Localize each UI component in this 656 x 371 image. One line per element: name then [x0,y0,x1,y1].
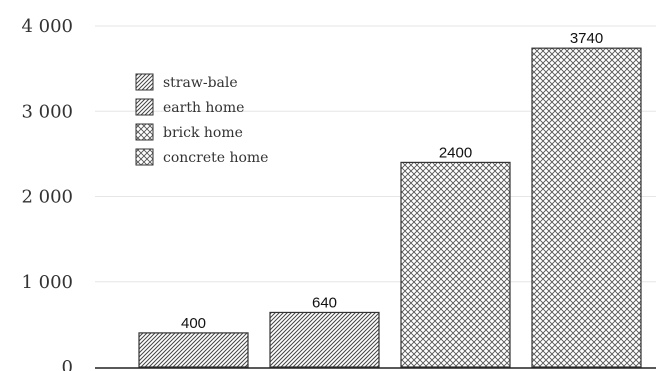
bar-straw-bale [138,332,249,368]
y-tick-label: 4 000 [21,16,73,37]
legend: straw-bale earth home brick home concrete h… [135,73,268,166]
bar-concrete-home [531,47,642,368]
data-label: 640 [312,294,337,311]
legend-swatch [135,123,154,141]
legend-swatch [135,73,154,91]
y-tick-label: 0 [62,357,73,371]
y-tick-label: 3 000 [21,101,73,122]
data-label: 400 [181,315,206,332]
legend-entry: brick home [163,125,243,141]
data-label: 3740 [570,30,603,47]
legend-swatch [135,98,154,116]
bar-earth-home [269,311,380,368]
data-labels: 400 640 2400 3740 [181,30,603,332]
data-label: 2400 [439,144,472,161]
legend-entry: earth home [163,100,244,116]
y-tick-label: 2 000 [21,187,73,208]
y-axis-ticks: 0 1 000 2 000 3 000 4 000 [21,16,73,371]
bar-brick-home [400,161,511,368]
legend-swatch [135,148,154,166]
bars [138,47,642,368]
legend-entry: straw-bale [163,75,238,91]
legend-entry: concrete home [163,150,268,166]
y-tick-label: 1 000 [21,272,73,293]
